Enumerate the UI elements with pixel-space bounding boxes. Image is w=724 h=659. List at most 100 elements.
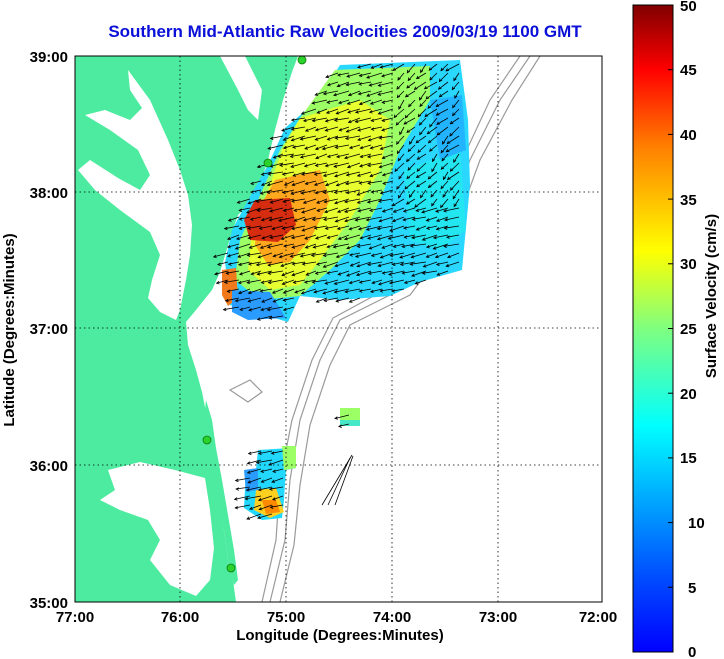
y-tick-label: 35:00 xyxy=(30,595,68,612)
velocity-arrow xyxy=(414,198,427,208)
velocity-arrow-head xyxy=(396,141,400,145)
velocity-arrow-head xyxy=(261,299,266,303)
colorbar-tick-label: 15 xyxy=(680,450,697,467)
radar-site-marker xyxy=(226,563,236,573)
velocity-arrow-head xyxy=(378,165,383,169)
velocity-arrow xyxy=(368,270,383,274)
velocity-arrow-head xyxy=(302,200,307,204)
velocity-arrow xyxy=(249,243,262,249)
velocity-arrow-head xyxy=(314,146,319,151)
velocity-patch-edge xyxy=(340,420,360,426)
velocity-arrow-head xyxy=(381,271,386,275)
velocity-arrow xyxy=(370,144,383,149)
velocity-arrow-head xyxy=(256,272,261,276)
velocity-arrow xyxy=(345,135,361,139)
velocity-arrow xyxy=(358,90,372,95)
velocity-arrow xyxy=(315,90,328,96)
velocity-arrow xyxy=(378,198,394,202)
velocity-arrow xyxy=(250,216,262,220)
velocity-arrow xyxy=(239,306,251,311)
velocity-arrow xyxy=(398,171,405,180)
velocity-arrow-head xyxy=(416,183,420,188)
velocity-arrow xyxy=(270,504,284,508)
velocity-arrow-head xyxy=(266,183,271,187)
velocity-arrow xyxy=(393,207,405,213)
velocity-arrow xyxy=(418,108,427,117)
velocity-arrow xyxy=(406,171,416,179)
velocity-arrow xyxy=(257,207,273,211)
velocity-arrow-head xyxy=(354,254,359,258)
velocity-arrow xyxy=(399,252,416,258)
velocity-arrow-head xyxy=(346,101,351,105)
velocity-arrow xyxy=(248,288,262,294)
velocity-arrow-head xyxy=(369,173,374,178)
velocity-arrow-head xyxy=(333,164,338,168)
velocity-arrow xyxy=(317,108,328,114)
velocity-arrow-head xyxy=(304,128,309,132)
velocity-arrow-head xyxy=(427,105,432,109)
velocity-arrow-head xyxy=(323,217,327,222)
velocity-arrow-head xyxy=(453,77,457,82)
velocity-arrow xyxy=(428,135,438,144)
velocity-arrow-head xyxy=(267,263,272,267)
velocity-arrow xyxy=(256,261,273,266)
velocity-arrow-head xyxy=(326,100,331,104)
velocity-arrow-head xyxy=(415,227,420,231)
velocity-arrow xyxy=(325,117,339,122)
velocity-arrow-head xyxy=(272,155,277,159)
velocity-arrow xyxy=(440,63,449,71)
velocity-arrow-head xyxy=(259,245,264,249)
velocity-arrow-head xyxy=(237,280,242,285)
velocity-arrow-head xyxy=(299,155,304,159)
velocity-arrow xyxy=(371,63,383,69)
velocity-arrow xyxy=(261,216,273,221)
velocity-arrow xyxy=(382,117,394,122)
velocity-arrow xyxy=(371,117,383,122)
velocity-arrow-head xyxy=(365,218,370,222)
velocity-arrow xyxy=(441,153,449,162)
velocity-arrow xyxy=(388,234,405,240)
velocity-arrow-head xyxy=(238,208,243,212)
velocity-arrow-head xyxy=(345,129,350,133)
radar-sites xyxy=(202,56,307,573)
velocity-arrow-head xyxy=(277,218,282,222)
velocity-arrow xyxy=(213,252,229,258)
velocity-arrow xyxy=(370,99,383,105)
velocity-arrow xyxy=(404,108,416,119)
velocity-arrow xyxy=(397,144,405,154)
velocity-arrow xyxy=(224,225,240,230)
velocity-arrow xyxy=(348,90,361,96)
velocity-arrow-head xyxy=(402,209,407,213)
velocity-arrow xyxy=(315,126,328,131)
velocity-arrow xyxy=(357,189,372,196)
velocity-arrow-head xyxy=(344,199,348,204)
velocity-arrow xyxy=(323,261,339,268)
velocity-arrow xyxy=(422,234,438,241)
velocity-arrow-head xyxy=(291,245,296,249)
velocity-arrow-head xyxy=(255,199,260,204)
velocity-arrow xyxy=(426,216,438,221)
velocity-arrow xyxy=(436,117,449,125)
velocity-arrow-head xyxy=(381,209,386,213)
velocity-arrow-head xyxy=(425,244,430,249)
velocity-arrow xyxy=(453,72,460,81)
velocity-arrow-head xyxy=(313,182,318,186)
velocity-arrow-head xyxy=(397,76,401,81)
velocity-arrow-head xyxy=(326,82,331,87)
velocity-arrow-head xyxy=(370,65,375,69)
velocity-arrow-head xyxy=(266,190,271,195)
velocity-arrow xyxy=(431,198,438,207)
velocity-arrow-head xyxy=(411,273,415,277)
velocity-arrow xyxy=(303,216,317,221)
velocity-arrow xyxy=(453,198,460,207)
velocity-arrow-head xyxy=(416,156,421,160)
velocity-arrow xyxy=(246,207,262,214)
velocity-arrow-head xyxy=(381,74,385,78)
velocity-arrow xyxy=(273,252,284,257)
velocity-arrow xyxy=(424,108,438,117)
velocity-arrow xyxy=(313,243,328,248)
velocity-arrow-head xyxy=(281,281,286,285)
velocity-arrow xyxy=(282,171,295,175)
velocity-arrow xyxy=(403,216,416,221)
